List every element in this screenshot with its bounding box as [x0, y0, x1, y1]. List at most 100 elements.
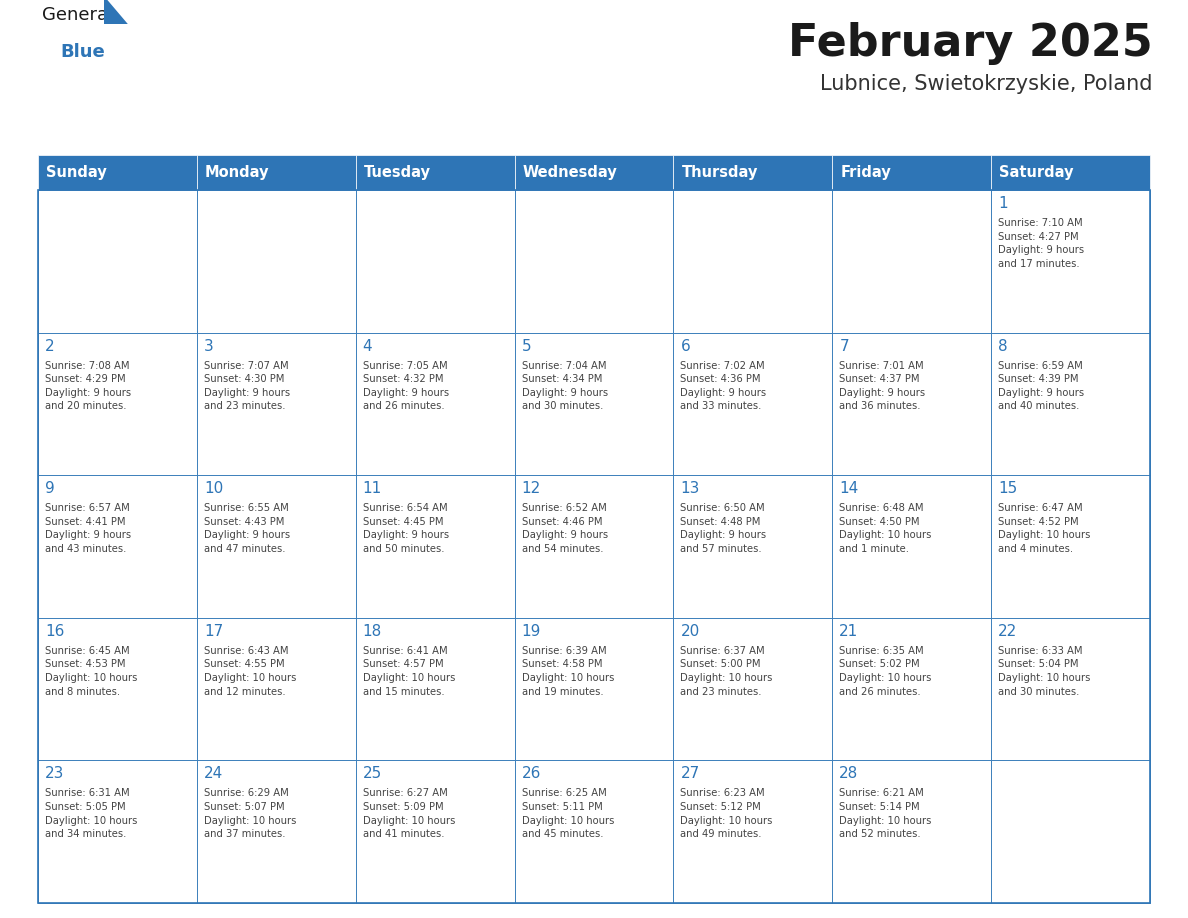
- Text: 5: 5: [522, 339, 531, 353]
- Bar: [991, 618, 1150, 760]
- Text: 2: 2: [45, 339, 55, 353]
- Bar: [38, 190, 197, 332]
- Bar: [991, 190, 1150, 332]
- Bar: [38, 618, 197, 760]
- Bar: [991, 760, 1150, 903]
- Bar: [514, 155, 674, 190]
- Text: Friday: Friday: [840, 165, 891, 180]
- Text: Sunrise: 6:31 AM
Sunset: 5:05 PM
Daylight: 10 hours
and 34 minutes.: Sunrise: 6:31 AM Sunset: 5:05 PM Dayligh…: [45, 789, 138, 839]
- Text: 22: 22: [998, 624, 1017, 639]
- Text: Sunrise: 6:35 AM
Sunset: 5:02 PM
Daylight: 10 hours
and 26 minutes.: Sunrise: 6:35 AM Sunset: 5:02 PM Dayligh…: [839, 645, 931, 697]
- Text: Sunrise: 6:37 AM
Sunset: 5:00 PM
Daylight: 10 hours
and 23 minutes.: Sunrise: 6:37 AM Sunset: 5:00 PM Dayligh…: [681, 645, 773, 697]
- Text: 24: 24: [204, 767, 223, 781]
- Text: Sunrise: 7:07 AM
Sunset: 4:30 PM
Daylight: 9 hours
and 23 minutes.: Sunrise: 7:07 AM Sunset: 4:30 PM Dayligh…: [204, 361, 290, 411]
- Bar: [674, 190, 833, 332]
- Text: Sunrise: 6:57 AM
Sunset: 4:41 PM
Daylight: 9 hours
and 43 minutes.: Sunrise: 6:57 AM Sunset: 4:41 PM Dayligh…: [45, 503, 131, 554]
- Bar: [38, 155, 197, 190]
- Bar: [38, 190, 1150, 903]
- Text: Sunrise: 7:04 AM
Sunset: 4:34 PM
Daylight: 9 hours
and 30 minutes.: Sunrise: 7:04 AM Sunset: 4:34 PM Dayligh…: [522, 361, 608, 411]
- Bar: [991, 476, 1150, 618]
- Text: Sunrise: 7:01 AM
Sunset: 4:37 PM
Daylight: 9 hours
and 36 minutes.: Sunrise: 7:01 AM Sunset: 4:37 PM Dayligh…: [839, 361, 925, 411]
- Bar: [674, 332, 833, 476]
- Text: Sunrise: 6:23 AM
Sunset: 5:12 PM
Daylight: 10 hours
and 49 minutes.: Sunrise: 6:23 AM Sunset: 5:12 PM Dayligh…: [681, 789, 773, 839]
- Text: Sunrise: 6:29 AM
Sunset: 5:07 PM
Daylight: 10 hours
and 37 minutes.: Sunrise: 6:29 AM Sunset: 5:07 PM Dayligh…: [204, 789, 296, 839]
- Bar: [833, 760, 991, 903]
- Bar: [514, 190, 674, 332]
- Bar: [514, 476, 674, 618]
- Text: General: General: [42, 6, 113, 24]
- Text: Sunrise: 6:39 AM
Sunset: 4:58 PM
Daylight: 10 hours
and 19 minutes.: Sunrise: 6:39 AM Sunset: 4:58 PM Dayligh…: [522, 645, 614, 697]
- Text: Saturday: Saturday: [999, 165, 1074, 180]
- Text: 19: 19: [522, 624, 541, 639]
- Bar: [674, 155, 833, 190]
- Bar: [197, 332, 355, 476]
- Bar: [38, 332, 197, 476]
- Text: Sunrise: 6:27 AM
Sunset: 5:09 PM
Daylight: 10 hours
and 41 minutes.: Sunrise: 6:27 AM Sunset: 5:09 PM Dayligh…: [362, 789, 455, 839]
- Text: 13: 13: [681, 481, 700, 497]
- Text: Sunrise: 7:05 AM
Sunset: 4:32 PM
Daylight: 9 hours
and 26 minutes.: Sunrise: 7:05 AM Sunset: 4:32 PM Dayligh…: [362, 361, 449, 411]
- Text: 14: 14: [839, 481, 859, 497]
- Text: Wednesday: Wednesday: [523, 165, 618, 180]
- Bar: [674, 760, 833, 903]
- Polygon shape: [105, 0, 128, 24]
- Text: Sunrise: 6:25 AM
Sunset: 5:11 PM
Daylight: 10 hours
and 45 minutes.: Sunrise: 6:25 AM Sunset: 5:11 PM Dayligh…: [522, 789, 614, 839]
- Bar: [833, 190, 991, 332]
- Bar: [355, 190, 514, 332]
- Bar: [355, 332, 514, 476]
- Text: Sunrise: 6:43 AM
Sunset: 4:55 PM
Daylight: 10 hours
and 12 minutes.: Sunrise: 6:43 AM Sunset: 4:55 PM Dayligh…: [204, 645, 296, 697]
- Text: 25: 25: [362, 767, 383, 781]
- Text: 20: 20: [681, 624, 700, 639]
- Text: 16: 16: [45, 624, 64, 639]
- Bar: [991, 332, 1150, 476]
- Text: February 2025: February 2025: [789, 22, 1154, 65]
- Text: 28: 28: [839, 767, 859, 781]
- Text: Sunrise: 6:54 AM
Sunset: 4:45 PM
Daylight: 9 hours
and 50 minutes.: Sunrise: 6:54 AM Sunset: 4:45 PM Dayligh…: [362, 503, 449, 554]
- Text: 3: 3: [204, 339, 214, 353]
- Bar: [991, 155, 1150, 190]
- Text: 23: 23: [45, 767, 64, 781]
- Bar: [38, 476, 197, 618]
- Bar: [355, 760, 514, 903]
- Bar: [514, 332, 674, 476]
- Text: 15: 15: [998, 481, 1017, 497]
- Text: Sunday: Sunday: [46, 165, 107, 180]
- Text: Sunrise: 6:21 AM
Sunset: 5:14 PM
Daylight: 10 hours
and 52 minutes.: Sunrise: 6:21 AM Sunset: 5:14 PM Dayligh…: [839, 789, 931, 839]
- Text: Blue: Blue: [61, 43, 105, 61]
- Text: Sunrise: 7:02 AM
Sunset: 4:36 PM
Daylight: 9 hours
and 33 minutes.: Sunrise: 7:02 AM Sunset: 4:36 PM Dayligh…: [681, 361, 766, 411]
- Bar: [674, 476, 833, 618]
- Text: 21: 21: [839, 624, 859, 639]
- Bar: [197, 618, 355, 760]
- Text: 4: 4: [362, 339, 372, 353]
- Bar: [355, 155, 514, 190]
- Text: Lubnice, Swietokrzyskie, Poland: Lubnice, Swietokrzyskie, Poland: [821, 74, 1154, 94]
- Text: 17: 17: [204, 624, 223, 639]
- Bar: [514, 618, 674, 760]
- Text: Thursday: Thursday: [682, 165, 758, 180]
- Bar: [38, 760, 197, 903]
- Text: Sunrise: 6:47 AM
Sunset: 4:52 PM
Daylight: 10 hours
and 4 minutes.: Sunrise: 6:47 AM Sunset: 4:52 PM Dayligh…: [998, 503, 1091, 554]
- Text: 10: 10: [204, 481, 223, 497]
- Text: 27: 27: [681, 767, 700, 781]
- Text: 11: 11: [362, 481, 383, 497]
- Text: Tuesday: Tuesday: [364, 165, 431, 180]
- Bar: [355, 618, 514, 760]
- Text: Sunrise: 6:33 AM
Sunset: 5:04 PM
Daylight: 10 hours
and 30 minutes.: Sunrise: 6:33 AM Sunset: 5:04 PM Dayligh…: [998, 645, 1091, 697]
- Bar: [833, 618, 991, 760]
- Text: Sunrise: 6:52 AM
Sunset: 4:46 PM
Daylight: 9 hours
and 54 minutes.: Sunrise: 6:52 AM Sunset: 4:46 PM Dayligh…: [522, 503, 608, 554]
- Text: 8: 8: [998, 339, 1007, 353]
- Bar: [197, 155, 355, 190]
- Bar: [355, 476, 514, 618]
- Bar: [674, 618, 833, 760]
- Bar: [197, 476, 355, 618]
- Text: Sunrise: 7:08 AM
Sunset: 4:29 PM
Daylight: 9 hours
and 20 minutes.: Sunrise: 7:08 AM Sunset: 4:29 PM Dayligh…: [45, 361, 131, 411]
- Bar: [514, 760, 674, 903]
- Text: Sunrise: 6:55 AM
Sunset: 4:43 PM
Daylight: 9 hours
and 47 minutes.: Sunrise: 6:55 AM Sunset: 4:43 PM Dayligh…: [204, 503, 290, 554]
- Text: 1: 1: [998, 196, 1007, 211]
- Bar: [833, 476, 991, 618]
- Text: Sunrise: 7:10 AM
Sunset: 4:27 PM
Daylight: 9 hours
and 17 minutes.: Sunrise: 7:10 AM Sunset: 4:27 PM Dayligh…: [998, 218, 1085, 269]
- Text: Sunrise: 6:45 AM
Sunset: 4:53 PM
Daylight: 10 hours
and 8 minutes.: Sunrise: 6:45 AM Sunset: 4:53 PM Dayligh…: [45, 645, 138, 697]
- Text: 12: 12: [522, 481, 541, 497]
- Text: 9: 9: [45, 481, 55, 497]
- Bar: [833, 332, 991, 476]
- Text: 7: 7: [839, 339, 849, 353]
